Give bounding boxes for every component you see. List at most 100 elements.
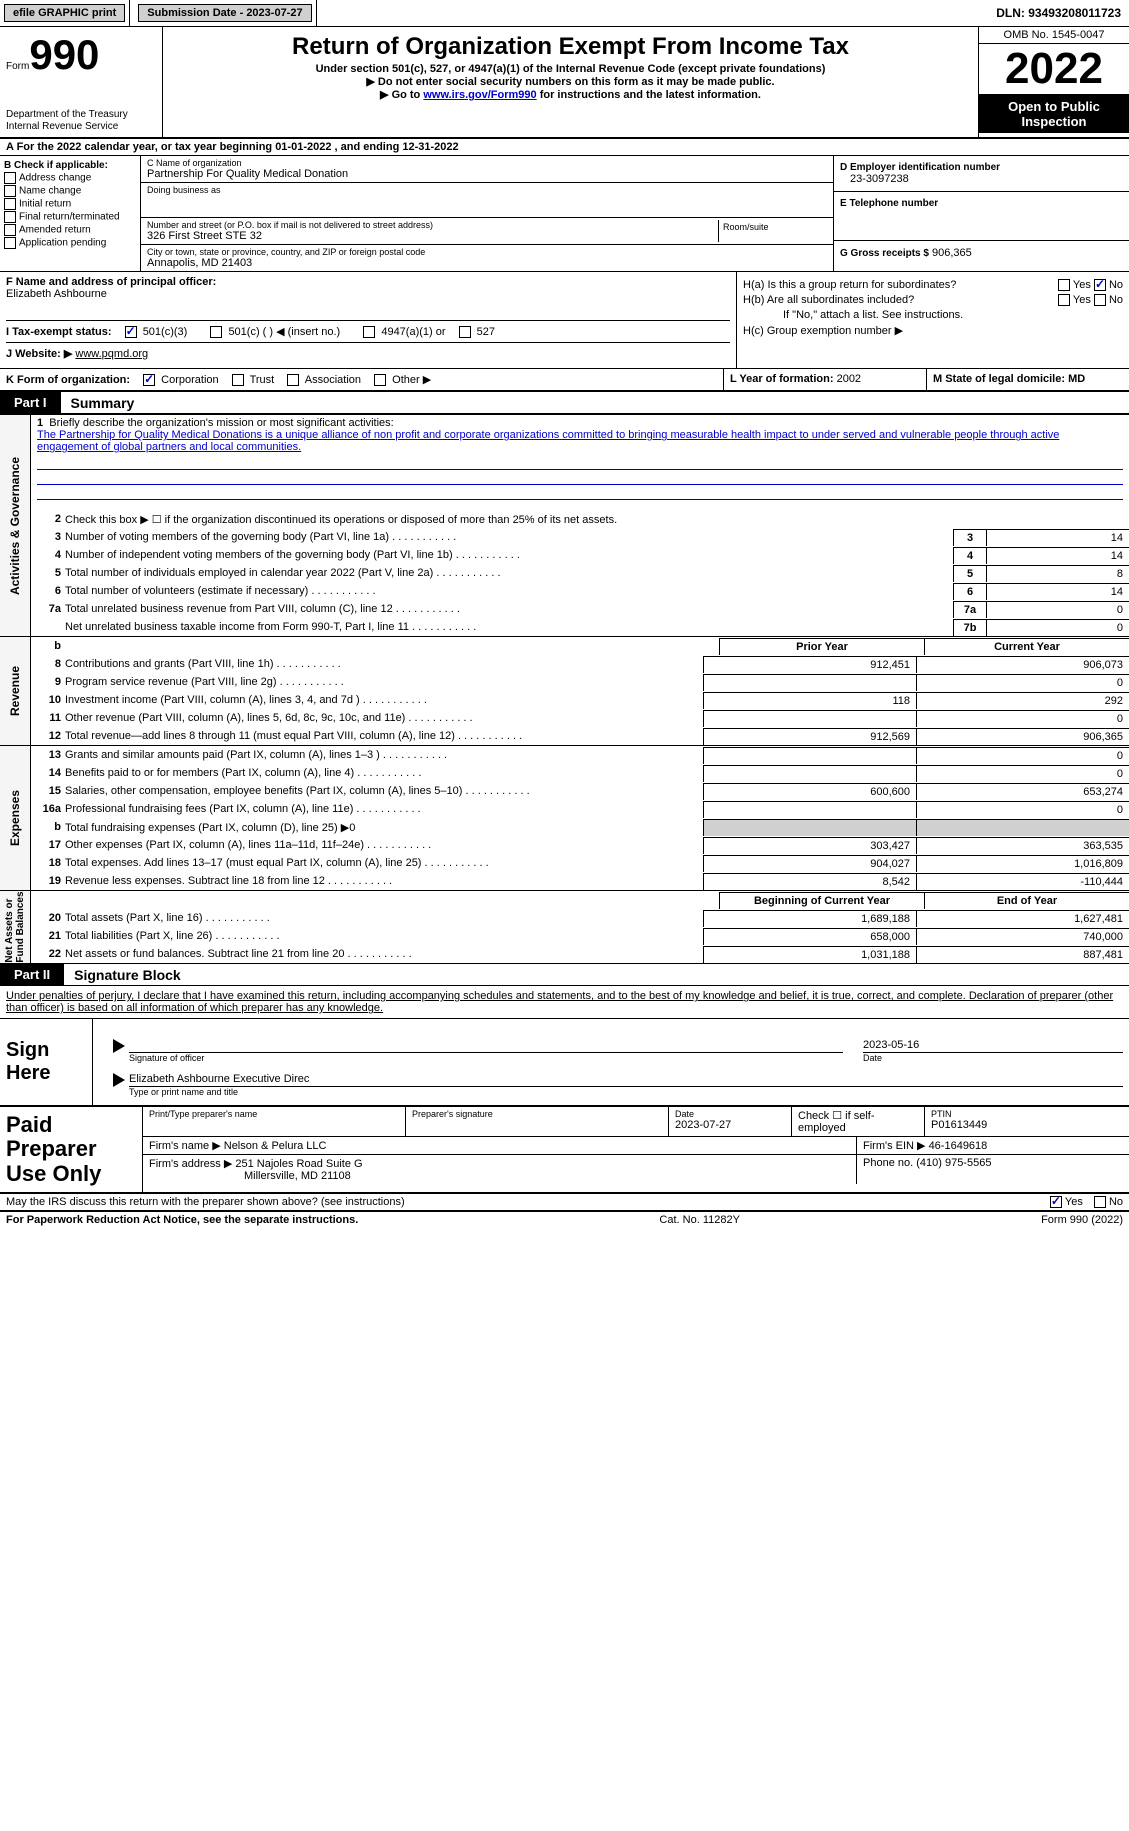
revenue-section: Revenue b Prior Year Current Year 8Contr… [0, 636, 1129, 745]
table-row: Net unrelated business taxable income fr… [31, 618, 1129, 636]
underline [37, 485, 1123, 500]
table-row: 22Net assets or fund balances. Subtract … [31, 945, 1129, 963]
table-row: 16aProfessional fundraising fees (Part I… [31, 800, 1129, 818]
ptin-value: P01613449 [931, 1119, 987, 1131]
table-row: 6Total number of volunteers (estimate if… [31, 582, 1129, 600]
section-b: B Check if applicable: Address change Na… [0, 156, 1129, 272]
table-row: 5Total number of individuals employed in… [31, 564, 1129, 582]
check-corporation[interactable] [143, 374, 155, 386]
check-final-return[interactable]: Final return/terminated [4, 211, 136, 223]
line2: Check this box ▶ ☐ if the organization d… [65, 511, 1129, 528]
year-formation: 2002 [837, 373, 861, 385]
col-c-info: C Name of organization Partnership For Q… [141, 156, 833, 271]
fh-left: F Name and address of principal officer:… [0, 272, 736, 368]
firm-name: Nelson & Pelura LLC [224, 1140, 327, 1152]
checkbox-icon[interactable] [1094, 279, 1106, 291]
submission-button[interactable]: Submission Date - 2023-07-27 [138, 4, 311, 22]
check-amended[interactable]: Amended return [4, 224, 136, 236]
sig-officer-label: Signature of officer [113, 1053, 843, 1063]
checkbox-icon [4, 237, 16, 249]
checkbox-yes[interactable] [1050, 1196, 1062, 1208]
prior-year-header: Prior Year [719, 638, 924, 655]
cat-number: Cat. No. 11282Y [358, 1214, 1041, 1226]
table-row: 21Total liabilities (Part X, line 26)658… [31, 927, 1129, 945]
expenses-section: Expenses 13Grants and similar amounts pa… [0, 745, 1129, 890]
omb-number: OMB No. 1545-0047 [979, 27, 1129, 44]
table-row: 15Salaries, other compensation, employee… [31, 782, 1129, 800]
firm-ein: 46-1649618 [929, 1140, 988, 1152]
netassets-vlabel: Net Assets orFund Balances [0, 891, 31, 963]
part2-tab: Part II [0, 964, 64, 985]
arrow-icon [113, 1073, 125, 1087]
activities-vlabel: Activities & Governance [0, 415, 31, 636]
mission-text: The Partnership for Quality Medical Dona… [37, 429, 1059, 453]
k-label: K Form of organization: [6, 374, 130, 386]
section-fh: F Name and address of principal officer:… [0, 272, 1129, 369]
col-b-checkboxes: B Check if applicable: Address change Na… [0, 156, 141, 271]
form-990-page: efile GRAPHIC print Submission Date - 20… [0, 0, 1129, 1228]
irs-link[interactable]: www.irs.gov/Form990 [423, 89, 536, 101]
expenses-vlabel: Expenses [0, 746, 31, 890]
firm-addr2: Millersville, MD 21108 [149, 1170, 351, 1182]
footer: For Paperwork Reduction Act Notice, see … [0, 1212, 1129, 1228]
table-row: 10Investment income (Part VIII, column (… [31, 691, 1129, 709]
signature-field[interactable] [129, 1039, 843, 1053]
note2-pre: ▶ Go to [380, 89, 423, 101]
check-name-change[interactable]: Name change [4, 185, 136, 197]
checkbox-icon[interactable] [1058, 294, 1070, 306]
signature-date: 2023-05-16 [863, 1039, 1123, 1053]
checkbox-icon [4, 198, 16, 210]
netassets-section: Net Assets orFund Balances Beginning of … [0, 890, 1129, 963]
hb-note: If "No," attach a list. See instructions… [743, 309, 1123, 321]
table-row: bTotal fundraising expenses (Part IX, co… [31, 818, 1129, 836]
checkbox-icon [4, 185, 16, 197]
self-employed-check[interactable]: Check ☐ if self-employed [798, 1110, 875, 1134]
org-name: Partnership For Quality Medical Donation [147, 168, 827, 180]
fh-right: H(a) Is this a group return for subordin… [736, 272, 1129, 368]
dln-label: DLN: 93493208011723 [996, 6, 1129, 20]
dba-label: Doing business as [147, 185, 827, 195]
checkbox-icon[interactable] [1094, 294, 1106, 306]
form-990-number: 990 [29, 31, 99, 78]
j-label: J Website: ▶ [6, 348, 72, 360]
efile-button[interactable]: efile GRAPHIC print [4, 4, 125, 22]
revenue-vlabel: Revenue [0, 637, 31, 745]
website-link[interactable]: www.pqmd.org [75, 348, 148, 360]
footer-question: May the IRS discuss this return with the… [0, 1194, 1129, 1212]
check-app-pending[interactable]: Application pending [4, 237, 136, 249]
right-header: OMB No. 1545-0047 2022 Open to Public In… [979, 27, 1129, 137]
part1-title: Summary [61, 395, 135, 411]
check-other[interactable] [374, 374, 386, 386]
table-row: 7aTotal unrelated business revenue from … [31, 600, 1129, 618]
table-row: 19Revenue less expenses. Subtract line 1… [31, 872, 1129, 890]
table-row: 20Total assets (Part X, line 16)1,689,18… [31, 909, 1129, 927]
table-row: 17Other expenses (Part IX, column (A), l… [31, 836, 1129, 854]
note-1: ▶ Do not enter social security numbers o… [167, 75, 974, 88]
hb-label: H(b) Are all subordinates included? [743, 294, 914, 306]
city-state-zip: Annapolis, MD 21403 [147, 257, 827, 269]
table-row: 13Grants and similar amounts paid (Part … [31, 746, 1129, 764]
form-box: Form990 Department of the Treasury Inter… [0, 27, 163, 137]
m-label: M State of legal domicile: MD [933, 373, 1085, 385]
check-trust[interactable] [232, 374, 244, 386]
checkbox-icon [4, 172, 16, 184]
l-label: L Year of formation: [730, 373, 834, 385]
check-501c3[interactable] [125, 326, 137, 338]
phone-label: Phone no. [863, 1157, 913, 1169]
col-d-info: D Employer identification number 23-3097… [833, 156, 1129, 271]
check-association[interactable] [287, 374, 299, 386]
check-4947[interactable] [363, 326, 375, 338]
check-initial-return[interactable]: Initial return [4, 198, 136, 210]
check-501c[interactable] [210, 326, 222, 338]
checkbox-no[interactable] [1094, 1196, 1106, 1208]
sign-here-label: Sign Here [0, 1019, 93, 1105]
check-527[interactable] [459, 326, 471, 338]
begin-year-header: Beginning of Current Year [719, 892, 924, 909]
table-row: 8Contributions and grants (Part VIII, li… [31, 655, 1129, 673]
hc-label: H(c) Group exemption number ▶ [743, 324, 1123, 337]
i-label: I Tax-exempt status: [6, 326, 112, 338]
check-address-change[interactable]: Address change [4, 172, 136, 184]
checkbox-icon[interactable] [1058, 279, 1070, 291]
gross-receipts-value: 906,365 [932, 247, 972, 259]
part1-header: Part I Summary [0, 392, 1129, 414]
